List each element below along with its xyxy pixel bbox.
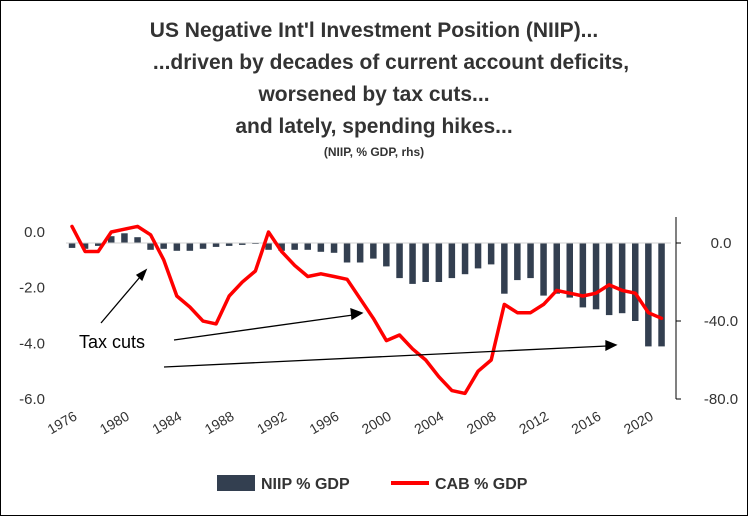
niip-bar-1988 (225, 243, 233, 246)
right-axis: 0.0 -40.0 -80.0 (675, 217, 738, 408)
niip-bars (68, 233, 665, 347)
legend-swatch-niip (217, 475, 255, 491)
x-axis-tick-labels: 1976 1980 1984 1988 1992 1996 2000 2004 2008 2012… (45, 408, 657, 438)
x-tick-label: 2016 (569, 408, 604, 438)
title-line-4: and lately, spending hikes... (235, 115, 513, 138)
legend-label-cab: CAB % GDP (435, 476, 528, 493)
title-line-1: US Negative Int'l Investment Position (N… (149, 19, 599, 42)
niip-bar-2018 (618, 243, 626, 314)
niip-bar-1981 (134, 237, 141, 243)
niip-bar-1993 (291, 243, 298, 250)
left-tick-label: 0.0 (24, 224, 45, 241)
niip-bar-2009 (501, 243, 508, 294)
x-tick-label: 1992 (254, 408, 289, 438)
niip-bar-1986 (199, 243, 207, 249)
legend-label-niip: NIIP % GDP (261, 476, 350, 493)
niip-bar-2000 (383, 243, 390, 267)
niip-bar-1994 (304, 243, 311, 250)
niip-bar-2010 (514, 243, 521, 281)
niip-bar-1989 (239, 243, 246, 245)
niip-bar-2002 (409, 243, 416, 284)
niip-bar-2001 (396, 243, 403, 279)
annotation-tax-cuts: Tax cuts (79, 332, 145, 352)
annotation-arrows (100, 268, 618, 368)
right-tick-label: 0.0 (711, 235, 732, 252)
arrow-2001-head (350, 308, 364, 321)
niip-bar-2014 (566, 243, 573, 298)
niip-bar-2017 (605, 243, 613, 316)
niip-bar-2006 (461, 243, 469, 275)
cab-series-line (70, 224, 664, 396)
niip-bar-2004 (435, 243, 443, 282)
x-tick-label: 2020 (621, 408, 656, 438)
left-tick-label: -6.0 (19, 391, 45, 408)
title-line-3: worsened by tax cuts... (258, 83, 490, 106)
arrow-1981-head (135, 268, 148, 282)
chart-subtitle: (NIIP, % GDP, rhs) (323, 145, 425, 159)
title-line-2: ...driven by decades of current account … (152, 51, 630, 74)
niip-bar-1995 (317, 243, 325, 252)
niip-bar-2015 (579, 243, 587, 308)
niip-bar-1979 (108, 236, 115, 243)
niip-bar-1996 (330, 243, 338, 253)
niip-bar-1982 (147, 243, 154, 250)
niip-bar-2011 (527, 243, 534, 279)
niip-bar-2008 (487, 243, 495, 265)
left-tick-label: -4.0 (19, 335, 45, 352)
niip-bar-1983 (160, 243, 167, 249)
x-tick-label: 2008 (464, 408, 499, 438)
niip-bar-1992 (278, 243, 285, 251)
right-tick-label: -40.0 (704, 313, 738, 330)
niip-bar-1997 (343, 243, 351, 263)
niip-bar-1991 (265, 243, 272, 250)
x-tick-label: 1984 (149, 408, 184, 438)
niip-bar-1987 (212, 243, 220, 247)
niip-bar-2021 (658, 243, 665, 347)
niip-bar-2007 (474, 243, 482, 269)
x-tick-label: 1988 (202, 408, 237, 438)
niip-bar-2005 (448, 243, 456, 279)
niip-bar-1985 (186, 243, 194, 251)
right-tick-label: -80.0 (704, 391, 738, 408)
niip-bar-1978 (95, 243, 102, 246)
niip-bar-2013 (553, 243, 560, 294)
x-tick-label: 2012 (516, 408, 551, 438)
niip-bar-2003 (422, 243, 429, 282)
niip-bar-1977 (81, 243, 89, 249)
left-axis-tick-labels: 0.0 -2.0 -4.0 -6.0 (19, 224, 45, 408)
niip-bar-1976 (68, 243, 76, 248)
x-tick-label: 1976 (45, 408, 80, 438)
niip-bar-2016 (592, 243, 600, 310)
niip-bar-1999 (370, 243, 377, 259)
arrow-2001 (173, 314, 354, 341)
left-tick-label: -2.0 (19, 280, 45, 297)
niip-bar-1984 (173, 243, 181, 251)
arrow-1981 (100, 276, 141, 324)
niip-bar-2019 (632, 243, 639, 321)
x-tick-label: 1980 (97, 408, 132, 438)
x-tick-label: 2000 (359, 408, 394, 438)
arrow-2017 (163, 345, 608, 368)
x-tick-label: 2004 (411, 408, 446, 438)
arrow-2017-head (605, 340, 618, 352)
chart-titles: US Negative Int'l Investment Position (N… (1, 15, 747, 161)
niip-bar-2020 (645, 243, 652, 347)
niip-bar-1998 (356, 243, 364, 263)
x-tick-label: 1996 (307, 408, 342, 438)
legend: NIIP % GDP CAB % GDP (217, 475, 528, 493)
niip-bar-2012 (540, 243, 547, 296)
niip-bar-1980 (121, 233, 128, 244)
